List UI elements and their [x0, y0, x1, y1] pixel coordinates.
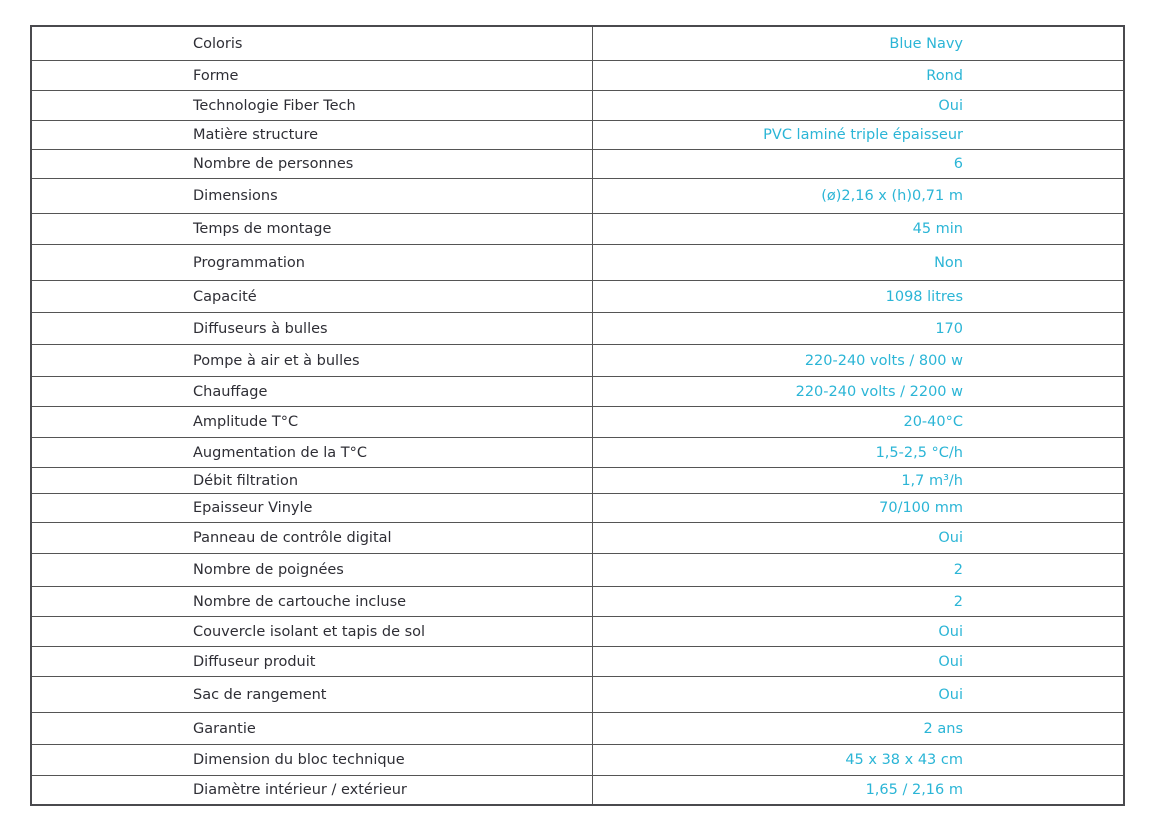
spec-value: 45 min — [912, 221, 963, 237]
table-row: Diffuseurs à bulles 170 — [32, 312, 1123, 344]
table-row: Dimensions (ø)2,16 x (h)0,71 m — [32, 178, 1123, 213]
table-row: Pompe à air et à bulles 220-240 volts / 8… — [32, 344, 1123, 376]
spec-label: Diffuseurs à bulles — [32, 313, 593, 344]
spec-value: PVC laminé triple épaisseur — [763, 127, 963, 143]
spec-value: 170 — [935, 320, 963, 337]
table-row: Augmentation de la T°C 1,5-2,5 °C/h — [32, 437, 1123, 467]
table-row: Nombre de cartouche incluse 2 — [32, 586, 1123, 616]
spec-value: Oui — [938, 530, 963, 546]
table-row: Sac de rangement Oui — [32, 676, 1123, 712]
table-row: Coloris Blue Navy — [32, 27, 1123, 60]
table-row: Capacité 1098 litres — [32, 280, 1123, 312]
spec-value: Oui — [938, 653, 963, 670]
table-row: Forme Rond — [32, 60, 1123, 90]
spec-value: 1098 litres — [885, 288, 963, 305]
spec-label: Coloris — [32, 27, 593, 60]
spec-value: 1,5-2,5 °C/h — [875, 444, 963, 461]
spec-value: 220-240 volts / 800 w — [804, 352, 963, 369]
spec-table: Coloris Blue Navy Forme Rond Technologie Fib… — [30, 25, 1125, 806]
table-row: Garantie 2 ans — [32, 712, 1123, 744]
table-row: Technologie Fiber Tech Oui — [32, 90, 1123, 120]
spec-value: 2 — [953, 562, 963, 578]
spec-label: Diamètre intérieur / extérieur — [32, 776, 593, 804]
spec-label: Débit filtration — [32, 468, 593, 493]
spec-value: 1,65 / 2,16 m — [865, 782, 963, 798]
spec-value: 6 — [953, 156, 963, 172]
table-row: Débit filtration 1,7 m³/h — [32, 467, 1123, 493]
table-row: Couvercle isolant et tapis de sol Oui — [32, 616, 1123, 646]
table-row: Panneau de contrôle digital Oui — [32, 522, 1123, 553]
spec-label: Chauffage — [32, 377, 593, 406]
spec-value: 45 x 38 x 43 cm — [845, 752, 963, 768]
spec-label: Diffuseur produit — [32, 647, 593, 676]
spec-label: Panneau de contrôle digital — [32, 523, 593, 553]
spec-label: Temps de montage — [32, 214, 593, 244]
table-row: Epaisseur Vinyle 70/100 mm — [32, 493, 1123, 522]
spec-value: 2 — [953, 593, 963, 610]
spec-value: Oui — [938, 623, 963, 640]
spec-label: Nombre de poignées — [32, 554, 593, 586]
spec-value: 20-40°C — [903, 414, 963, 430]
spec-value: 1,7 m³/h — [901, 472, 963, 489]
spec-label: Nombre de personnes — [32, 150, 593, 178]
table-row: Temps de montage 45 min — [32, 213, 1123, 244]
spec-label: Matière structure — [32, 121, 593, 149]
spec-value: Blue Navy — [889, 35, 963, 52]
spec-label: Sac de rangement — [32, 677, 593, 712]
spec-label: Garantie — [32, 713, 593, 744]
spec-label: Pompe à air et à bulles — [32, 345, 593, 376]
spec-label: Dimensions — [32, 179, 593, 213]
spec-value: 220-240 volts / 2200 w — [795, 383, 963, 400]
spec-label: Nombre de cartouche incluse — [32, 587, 593, 616]
table-row: Chauffage 220-240 volts / 2200 w — [32, 376, 1123, 406]
spec-label: Amplitude T°C — [32, 407, 593, 437]
table-row: Matière structure PVC laminé triple épais… — [32, 120, 1123, 149]
spec-value: Oui — [938, 97, 963, 114]
table-row: Nombre de poignées 2 — [32, 553, 1123, 586]
table-row: Nombre de personnes 6 — [32, 149, 1123, 178]
spec-label: Augmentation de la T°C — [32, 438, 593, 467]
spec-label: Epaisseur Vinyle — [32, 494, 593, 522]
spec-value: Rond — [926, 67, 963, 84]
table-row: Programmation Non — [32, 244, 1123, 280]
spec-value: Non — [934, 254, 963, 271]
spec-label: Forme — [32, 61, 593, 90]
table-row: Diamètre intérieur / extérieur 1,65 / 2,1… — [32, 775, 1123, 804]
spec-value: Oui — [938, 686, 963, 703]
spec-label: Dimension du bloc technique — [32, 745, 593, 775]
spec-value: 2 ans — [923, 720, 963, 737]
table-row: Amplitude T°C 20-40°C — [32, 406, 1123, 437]
spec-value: (ø)2,16 x (h)0,71 m — [821, 188, 963, 204]
spec-label: Capacité — [32, 281, 593, 312]
table-row: Diffuseur produit Oui — [32, 646, 1123, 676]
table-row: Dimension du bloc technique 45 x 38 x 43 … — [32, 744, 1123, 775]
spec-label: Couvercle isolant et tapis de sol — [32, 617, 593, 646]
spec-label: Programmation — [32, 245, 593, 280]
spec-label: Technologie Fiber Tech — [32, 91, 593, 120]
spec-value: 70/100 mm — [879, 500, 963, 516]
